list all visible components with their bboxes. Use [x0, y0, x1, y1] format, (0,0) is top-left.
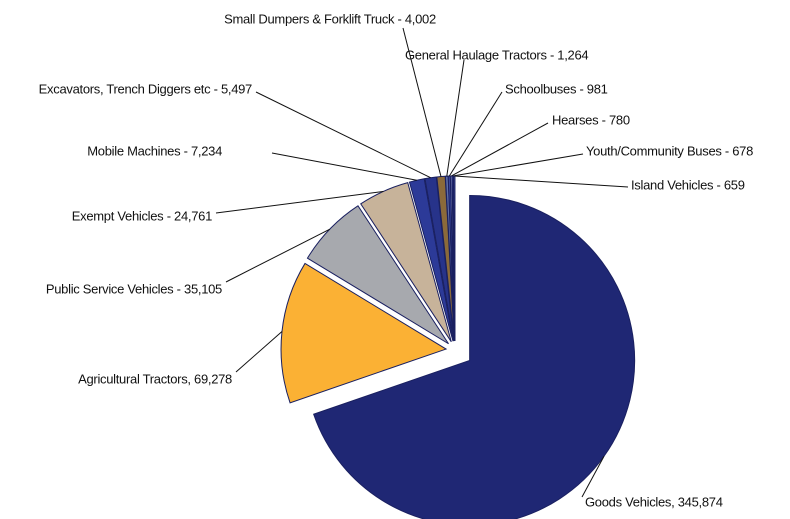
- slice-label: Public Service Vehicles - 35,105: [46, 281, 222, 296]
- leader-line: [450, 122, 549, 177]
- slice-label: Agricultural Tractors, 69,278: [78, 371, 232, 386]
- slice-label: Excavators, Trench Diggers etc - 5,497: [39, 81, 252, 96]
- leader-line: [225, 228, 331, 283]
- leader-line: [452, 153, 584, 177]
- leader-line: [402, 27, 442, 177]
- leader-line: [446, 59, 465, 177]
- pie-slice: [306, 205, 449, 345]
- pie-slice: [280, 262, 448, 404]
- leader-line: [448, 91, 503, 177]
- slice-label: Mobile Machines - 7,234: [87, 143, 222, 158]
- slice-label: Youth/Community Buses - 678: [586, 143, 753, 158]
- leader-line: [235, 331, 283, 373]
- slice-label: General Haulage Tractors - 1,264: [405, 47, 588, 62]
- leader-line: [255, 91, 431, 179]
- leader-line: [271, 152, 417, 181]
- slice-label: Island Vehicles - 659: [631, 177, 745, 192]
- leader-line: [454, 175, 629, 188]
- leader-line: [215, 190, 384, 214]
- slice-label: Exempt Vehicles - 24,761: [72, 208, 212, 223]
- slice-label: Goods Vehicles, 345,874: [585, 494, 723, 509]
- pie-slice: [313, 194, 636, 519]
- leader-line: [581, 456, 605, 498]
- slice-label: Hearses - 780: [552, 112, 630, 127]
- pie-slice: [424, 176, 455, 342]
- slice-label: Small Dumpers & Forklift Truck - 4,002: [224, 11, 436, 26]
- pie-slice: [360, 182, 452, 343]
- slice-label: Schoolbuses - 981: [505, 81, 608, 96]
